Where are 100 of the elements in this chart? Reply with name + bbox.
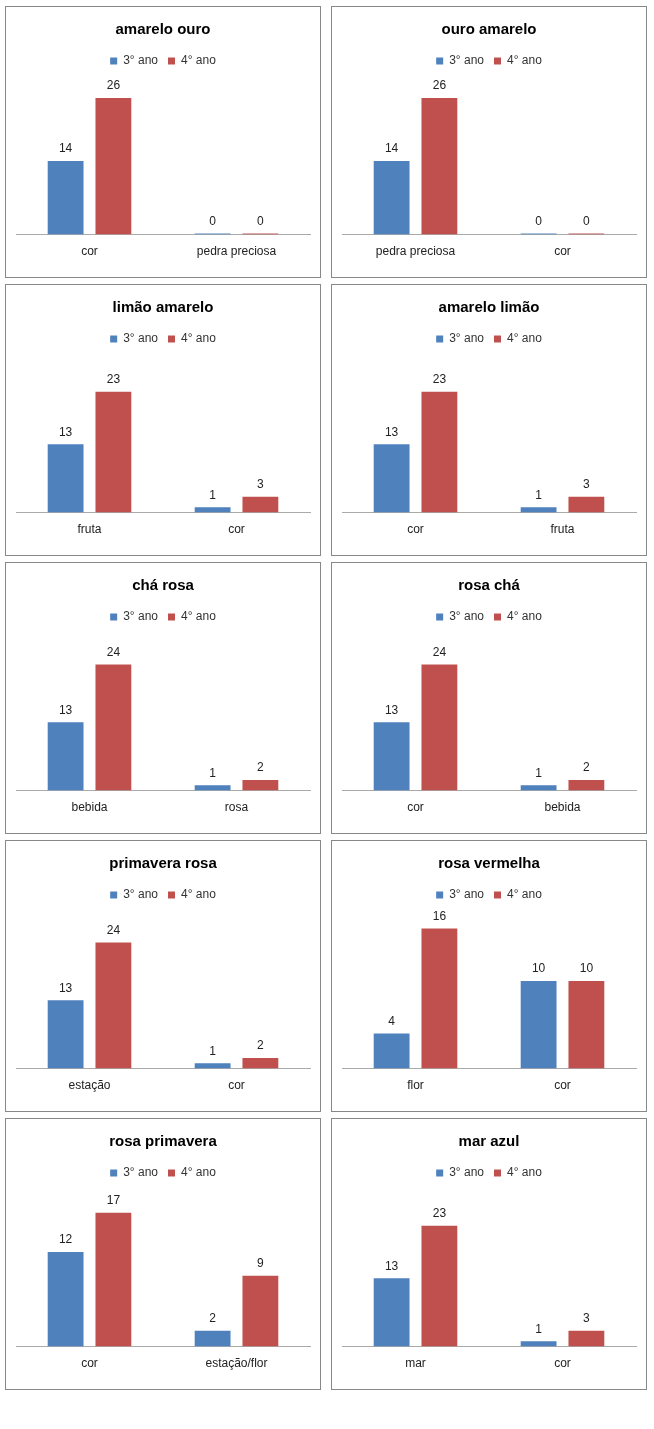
bar xyxy=(47,1252,84,1347)
bar xyxy=(194,785,231,791)
data-label: 2 xyxy=(257,1038,265,1053)
data-label: 2 xyxy=(583,760,591,775)
chart-title: amarelo ouro xyxy=(115,20,211,38)
chart-title: rosa primavera xyxy=(109,1132,218,1150)
chart-title: primavera rosa xyxy=(109,854,218,872)
x-tick-label: cor xyxy=(407,522,424,537)
x-tick-label: bebida xyxy=(71,800,108,815)
legend-label: 4° ano xyxy=(507,53,543,68)
legend-label: 3° ano xyxy=(449,609,485,624)
x-tick-label: bebida xyxy=(544,800,581,815)
data-label: 0 xyxy=(535,213,543,228)
data-label: 13 xyxy=(58,424,73,439)
legend-label: 3° ano xyxy=(449,331,485,346)
bar xyxy=(373,722,410,791)
legend-label: 3° ano xyxy=(449,1165,485,1180)
bar xyxy=(242,496,279,513)
chart-title: rosa chá xyxy=(458,576,521,594)
x-tick-label: mar xyxy=(405,1356,426,1371)
data-label: 1 xyxy=(209,487,217,502)
data-label: 1 xyxy=(209,765,217,780)
data-label: 16 xyxy=(432,908,447,923)
legend-label: 3° ano xyxy=(123,1165,159,1180)
data-label: 24 xyxy=(432,644,447,659)
legend-label: 4° ano xyxy=(507,331,543,346)
data-label: 23 xyxy=(432,372,447,387)
data-label: 23 xyxy=(106,372,121,387)
bar xyxy=(95,391,132,513)
bar xyxy=(242,780,279,791)
data-label: 12 xyxy=(58,1232,73,1247)
data-label: 3 xyxy=(257,477,265,492)
data-label: 10 xyxy=(579,961,594,976)
bar xyxy=(242,1275,279,1347)
data-label: 2 xyxy=(209,1311,217,1326)
data-label: 4 xyxy=(388,1013,396,1028)
data-label: 10 xyxy=(531,961,546,976)
bar xyxy=(421,1225,458,1347)
legend-label: 4° ano xyxy=(181,1165,217,1180)
legend-label: 4° ano xyxy=(507,887,543,902)
bar xyxy=(373,444,410,513)
legend-label: 4° ano xyxy=(181,53,217,68)
data-label: 17 xyxy=(106,1192,121,1207)
legend-label: 4° ano xyxy=(181,331,217,346)
data-label: 13 xyxy=(58,702,73,717)
chart-title: rosa vermelha xyxy=(438,854,541,872)
bar xyxy=(520,785,557,791)
x-tick-label: flor xyxy=(407,1078,424,1093)
data-label: 13 xyxy=(58,980,73,995)
bar xyxy=(194,507,231,513)
data-label: 13 xyxy=(384,702,399,717)
bar xyxy=(95,942,132,1069)
data-label: 24 xyxy=(106,644,121,659)
chart-title: ouro amarelo xyxy=(441,20,537,38)
chart-title: limão amarelo xyxy=(112,298,214,316)
x-tick-label: cor xyxy=(407,800,424,815)
x-tick-label: fruta xyxy=(77,522,102,537)
x-tick-label: cor xyxy=(81,244,98,259)
x-tick-label: pedra preciosa xyxy=(375,244,456,259)
data-label: 14 xyxy=(58,141,73,156)
legend-label: 4° ano xyxy=(181,609,217,624)
legend-label: 3° ano xyxy=(449,887,485,902)
x-tick-label: cor xyxy=(554,1356,571,1371)
bar xyxy=(194,1330,231,1347)
legend-label: 4° ano xyxy=(507,1165,543,1180)
data-label: 0 xyxy=(583,213,591,228)
bar xyxy=(421,664,458,791)
legend-label: 3° ano xyxy=(123,887,159,902)
legend-label: 3° ano xyxy=(449,53,485,68)
legend-label: 3° ano xyxy=(123,331,159,346)
x-tick-label: cor xyxy=(554,1078,571,1093)
x-tick-label: pedra preciosa xyxy=(196,244,277,259)
data-label: 0 xyxy=(257,213,265,228)
data-label: 13 xyxy=(384,1258,399,1273)
data-label: 24 xyxy=(106,922,121,937)
bar xyxy=(568,780,605,791)
x-tick-label: cor xyxy=(228,1078,245,1093)
bar xyxy=(242,1058,279,1069)
legend-label: 3° ano xyxy=(123,53,159,68)
data-label: 0 xyxy=(209,213,217,228)
x-tick-label: estação xyxy=(68,1078,111,1093)
bar xyxy=(520,507,557,513)
x-tick-label: cor xyxy=(554,244,571,259)
bar xyxy=(47,444,84,513)
chart-title: amarelo limão xyxy=(438,298,540,316)
legend-label: 4° ano xyxy=(507,609,543,624)
bar xyxy=(95,1212,132,1347)
x-tick-label: cor xyxy=(81,1356,98,1371)
data-label: 23 xyxy=(432,1206,447,1221)
data-label: 26 xyxy=(106,78,121,93)
chart-title: chá rosa xyxy=(132,576,195,594)
x-tick-label: fruta xyxy=(550,522,575,537)
data-label: 2 xyxy=(257,760,265,775)
chart-title: mar azul xyxy=(458,1132,520,1150)
x-tick-label: rosa xyxy=(224,800,249,815)
bar xyxy=(47,1000,84,1069)
bar xyxy=(421,391,458,513)
bar xyxy=(373,1278,410,1347)
x-tick-label: estação/flor xyxy=(205,1356,268,1371)
x-tick-label: cor xyxy=(228,522,245,537)
